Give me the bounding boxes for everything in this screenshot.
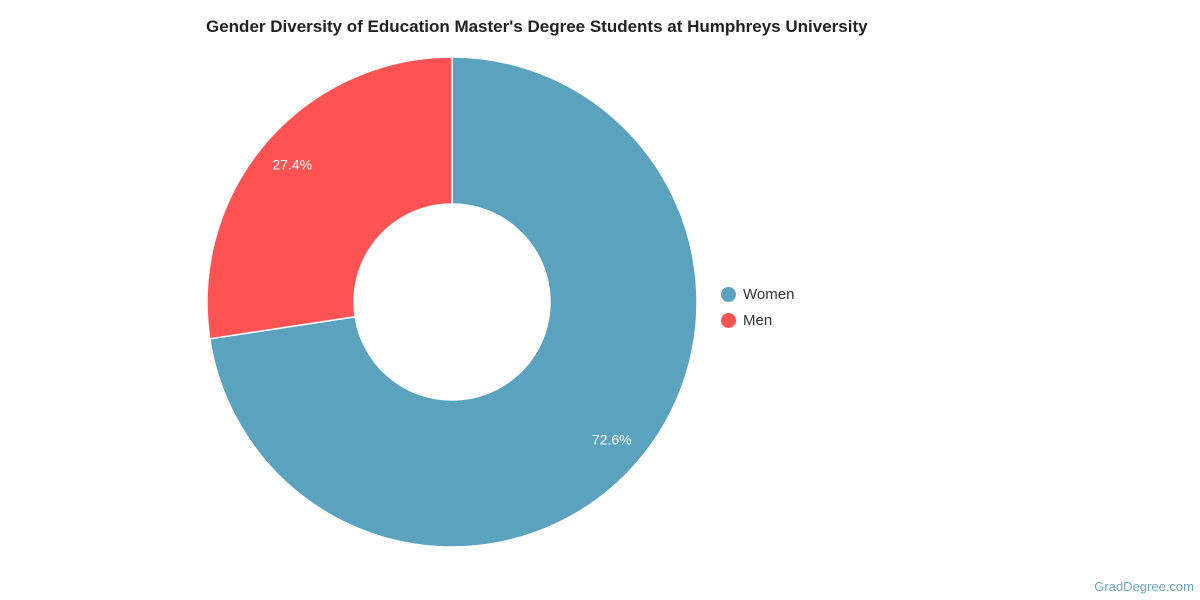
legend: Women Men: [721, 281, 794, 333]
data-label-women: 72.6%: [592, 431, 632, 447]
data-label-men: 27.4%: [272, 157, 312, 173]
chart-title: Gender Diversity of Education Master's D…: [206, 17, 868, 36]
slice-men[interactable]: [206, 56, 453, 340]
legend-marker-men: [721, 312, 736, 328]
legend-label-women: Women: [743, 285, 795, 303]
legend-label-men: Men: [743, 311, 773, 329]
legend-item-women[interactable]: Women: [721, 281, 794, 307]
slice-women[interactable]: [208, 56, 698, 548]
watermark[interactable]: GradDegree.com: [1094, 579, 1194, 594]
legend-marker-women: [721, 286, 736, 302]
legend-item-men[interactable]: Men: [721, 307, 794, 333]
